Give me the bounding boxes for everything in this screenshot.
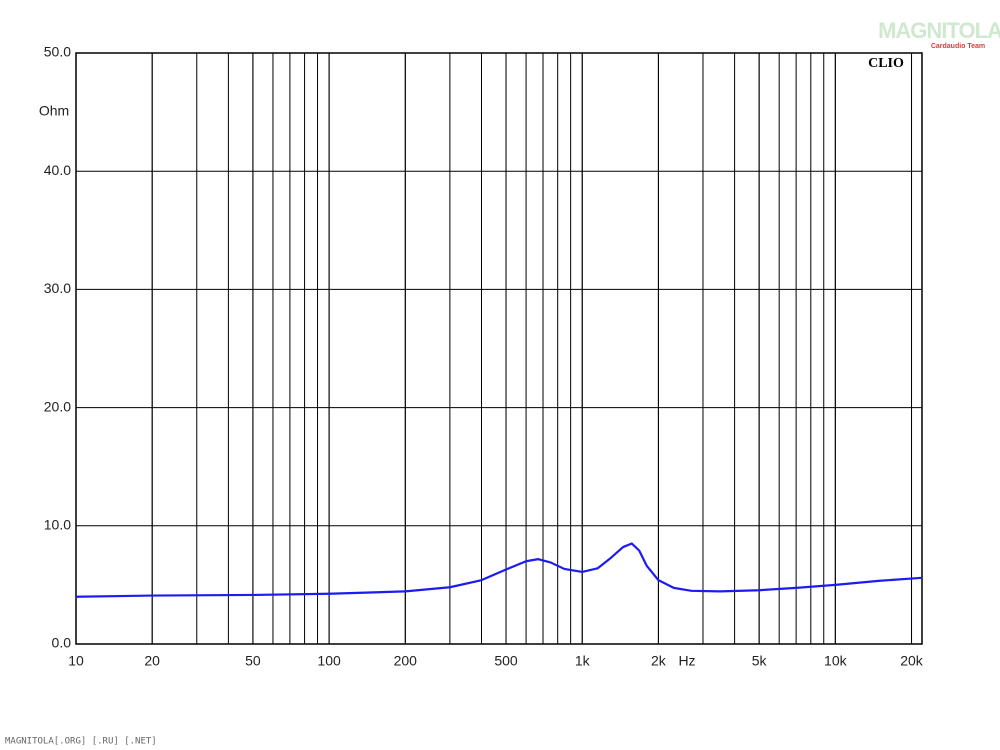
impedance-curve: [75, 542, 923, 598]
x-tick-label: 200: [394, 653, 418, 669]
x-tick-label: 10k: [824, 653, 848, 669]
brand: CLIO: [868, 56, 904, 71]
x-tick-label: 20: [144, 653, 160, 669]
x-tick-label: 100: [317, 653, 341, 669]
x-tick-label: 50: [245, 653, 261, 669]
y-tick-label: 50.0: [44, 44, 71, 60]
x-tick-label: 500: [494, 653, 518, 669]
x-tick-label: 20k: [900, 653, 924, 669]
x-tick-label: 1k: [575, 653, 591, 669]
watermark-sub: Cardaudio Team: [931, 43, 985, 50]
x-axis-label: Hz: [678, 653, 695, 669]
x-tick-label: 10: [68, 653, 84, 669]
plot-border: [75, 52, 923, 645]
y-tick-label: 20.0: [44, 398, 71, 414]
footer: MAGNITOLA[.ORG] [.RU] [.NET]: [5, 737, 157, 747]
x-tick-label: 2k: [651, 653, 667, 669]
x-tick-label: 5k: [752, 653, 768, 669]
y-axis-label: Ohm: [39, 103, 69, 119]
y-tick-label: 0.0: [52, 635, 72, 651]
y-tick-label: 30.0: [44, 280, 71, 296]
watermark: MAGNITOLA: [878, 18, 1000, 43]
y-tick-label: 40.0: [44, 162, 71, 178]
y-tick-label: 10.0: [44, 517, 71, 533]
